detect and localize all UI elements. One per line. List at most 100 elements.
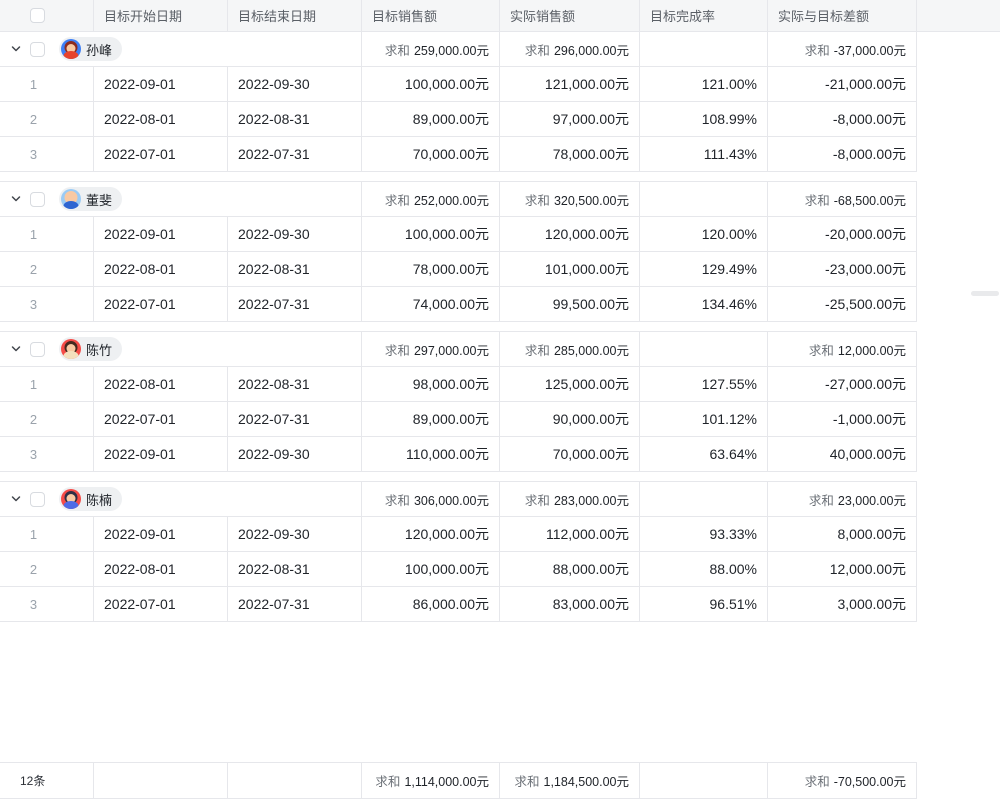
chevron-down-icon[interactable] bbox=[10, 493, 22, 505]
cell-target-end-date[interactable]: 2022-09-30 bbox=[228, 517, 362, 551]
cell-target-end-date[interactable]: 2022-07-31 bbox=[228, 402, 362, 436]
cell-target-sales[interactable]: 100,000.00元 bbox=[362, 552, 500, 586]
cell-actual-sales[interactable]: 121,000.00元 bbox=[500, 67, 640, 101]
group-checkbox[interactable] bbox=[30, 191, 45, 207]
cell-target-start-date[interactable]: 2022-09-01 bbox=[94, 217, 228, 251]
group-sum-target-sales[interactable]: 求和 259,000.00元 bbox=[362, 32, 500, 66]
cell-actual-sales[interactable]: 101,000.00元 bbox=[500, 252, 640, 286]
chevron-down-icon[interactable] bbox=[10, 43, 22, 55]
group-user-pill[interactable]: 陈楠 bbox=[59, 487, 123, 511]
cell-target-difference[interactable]: -8,000.00元 bbox=[768, 137, 917, 171]
cell-completion-rate[interactable]: 134.46% bbox=[640, 287, 768, 321]
cell-target-end-date[interactable]: 2022-07-31 bbox=[228, 587, 362, 621]
group-sum-target-sales[interactable]: 求和 252,000.00元 bbox=[362, 182, 500, 216]
column-header-target-difference[interactable]: 实际与目标差额 bbox=[768, 0, 917, 31]
cell-target-sales[interactable]: 78,000.00元 bbox=[362, 252, 500, 286]
cell-target-start-date[interactable]: 2022-08-01 bbox=[94, 367, 228, 401]
cell-target-start-date[interactable]: 2022-07-01 bbox=[94, 402, 228, 436]
cell-target-difference[interactable]: -20,000.00元 bbox=[768, 217, 917, 251]
cell-completion-rate[interactable]: 129.49% bbox=[640, 252, 768, 286]
cell-target-sales[interactable]: 100,000.00元 bbox=[362, 217, 500, 251]
row-number[interactable]: 1 bbox=[0, 67, 94, 101]
footer-sum-target-sales[interactable]: 求和 1,114,000.00元 bbox=[362, 763, 500, 798]
cell-target-start-date[interactable]: 2022-07-01 bbox=[94, 137, 228, 171]
cell-target-start-date[interactable]: 2022-09-01 bbox=[94, 517, 228, 551]
group-checkbox[interactable] bbox=[30, 41, 45, 57]
cell-target-start-date[interactable]: 2022-07-01 bbox=[94, 287, 228, 321]
cell-target-sales[interactable]: 74,000.00元 bbox=[362, 287, 500, 321]
cell-actual-sales[interactable]: 78,000.00元 bbox=[500, 137, 640, 171]
cell-target-end-date[interactable]: 2022-07-31 bbox=[228, 137, 362, 171]
cell-target-difference[interactable]: 40,000.00元 bbox=[768, 437, 917, 471]
cell-target-difference[interactable]: -27,000.00元 bbox=[768, 367, 917, 401]
group-sum-target-sales[interactable]: 求和 306,000.00元 bbox=[362, 482, 500, 516]
group-user-pill[interactable]: 孙峰 bbox=[59, 37, 123, 61]
cell-actual-sales[interactable]: 99,500.00元 bbox=[500, 287, 640, 321]
cell-actual-sales[interactable]: 125,000.00元 bbox=[500, 367, 640, 401]
row-number[interactable]: 3 bbox=[0, 587, 94, 621]
row-number[interactable]: 3 bbox=[0, 287, 94, 321]
cell-target-start-date[interactable]: 2022-08-01 bbox=[94, 552, 228, 586]
chevron-down-icon[interactable] bbox=[10, 193, 22, 205]
cell-target-end-date[interactable]: 2022-08-31 bbox=[228, 102, 362, 136]
cell-actual-sales[interactable]: 90,000.00元 bbox=[500, 402, 640, 436]
cell-actual-sales[interactable]: 88,000.00元 bbox=[500, 552, 640, 586]
cell-target-difference[interactable]: -1,000.00元 bbox=[768, 402, 917, 436]
group-sum-target-difference[interactable]: 求和 23,000.00元 bbox=[768, 482, 917, 516]
cell-target-end-date[interactable]: 2022-09-30 bbox=[228, 217, 362, 251]
cell-target-end-date[interactable]: 2022-09-30 bbox=[228, 67, 362, 101]
row-number[interactable]: 3 bbox=[0, 137, 94, 171]
group-sum-actual-sales[interactable]: 求和 320,500.00元 bbox=[500, 182, 640, 216]
column-header-target-start-date[interactable]: 目标开始日期 bbox=[94, 0, 228, 31]
column-header-completion-rate[interactable]: 目标完成率 bbox=[640, 0, 768, 31]
footer-sum-actual-sales[interactable]: 求和 1,184,500.00元 bbox=[500, 763, 640, 798]
cell-actual-sales[interactable]: 70,000.00元 bbox=[500, 437, 640, 471]
cell-target-sales[interactable]: 89,000.00元 bbox=[362, 102, 500, 136]
cell-target-end-date[interactable]: 2022-08-31 bbox=[228, 252, 362, 286]
cell-target-start-date[interactable]: 2022-09-01 bbox=[94, 67, 228, 101]
cell-target-sales[interactable]: 120,000.00元 bbox=[362, 517, 500, 551]
select-all-checkbox[interactable] bbox=[30, 8, 45, 23]
cell-target-difference[interactable]: 12,000.00元 bbox=[768, 552, 917, 586]
cell-target-end-date[interactable]: 2022-07-31 bbox=[228, 287, 362, 321]
group-sum-target-difference[interactable]: 求和 12,000.00元 bbox=[768, 332, 917, 366]
group-user-pill[interactable]: 陈竹 bbox=[59, 337, 123, 361]
cell-completion-rate[interactable]: 93.33% bbox=[640, 517, 768, 551]
cell-completion-rate[interactable]: 63.64% bbox=[640, 437, 768, 471]
cell-completion-rate[interactable]: 120.00% bbox=[640, 217, 768, 251]
cell-actual-sales[interactable]: 112,000.00元 bbox=[500, 517, 640, 551]
group-sum-actual-sales[interactable]: 求和 283,000.00元 bbox=[500, 482, 640, 516]
cell-target-end-date[interactable]: 2022-08-31 bbox=[228, 552, 362, 586]
cell-completion-rate[interactable]: 121.00% bbox=[640, 67, 768, 101]
cell-completion-rate[interactable]: 127.55% bbox=[640, 367, 768, 401]
group-sum-actual-sales[interactable]: 求和 285,000.00元 bbox=[500, 332, 640, 366]
group-checkbox[interactable] bbox=[30, 491, 45, 507]
group-sum-target-difference[interactable]: 求和 -37,000.00元 bbox=[768, 32, 917, 66]
cell-target-sales[interactable]: 110,000.00元 bbox=[362, 437, 500, 471]
cell-target-sales[interactable]: 89,000.00元 bbox=[362, 402, 500, 436]
column-header-target-end-date[interactable]: 目标结束日期 bbox=[228, 0, 362, 31]
footer-sum-target-difference[interactable]: 求和 -70,500.00元 bbox=[768, 763, 917, 798]
cell-target-end-date[interactable]: 2022-08-31 bbox=[228, 367, 362, 401]
cell-target-difference[interactable]: -25,500.00元 bbox=[768, 287, 917, 321]
cell-target-start-date[interactable]: 2022-08-01 bbox=[94, 102, 228, 136]
cell-target-difference[interactable]: -21,000.00元 bbox=[768, 67, 917, 101]
scrollbar-thumb[interactable] bbox=[971, 291, 999, 296]
cell-actual-sales[interactable]: 83,000.00元 bbox=[500, 587, 640, 621]
row-number[interactable]: 2 bbox=[0, 402, 94, 436]
group-checkbox[interactable] bbox=[30, 341, 45, 357]
cell-actual-sales[interactable]: 120,000.00元 bbox=[500, 217, 640, 251]
cell-actual-sales[interactable]: 97,000.00元 bbox=[500, 102, 640, 136]
group-user-pill[interactable]: 董斐 bbox=[59, 187, 123, 211]
group-sum-target-sales[interactable]: 求和 297,000.00元 bbox=[362, 332, 500, 366]
cell-completion-rate[interactable]: 108.99% bbox=[640, 102, 768, 136]
cell-completion-rate[interactable]: 96.51% bbox=[640, 587, 768, 621]
column-header-actual-sales[interactable]: 实际销售额 bbox=[500, 0, 640, 31]
cell-target-sales[interactable]: 98,000.00元 bbox=[362, 367, 500, 401]
cell-target-difference[interactable]: 3,000.00元 bbox=[768, 587, 917, 621]
cell-target-sales[interactable]: 100,000.00元 bbox=[362, 67, 500, 101]
column-header-target-sales[interactable]: 目标销售额 bbox=[362, 0, 500, 31]
row-number[interactable]: 3 bbox=[0, 437, 94, 471]
row-number[interactable]: 1 bbox=[0, 367, 94, 401]
cell-completion-rate[interactable]: 101.12% bbox=[640, 402, 768, 436]
